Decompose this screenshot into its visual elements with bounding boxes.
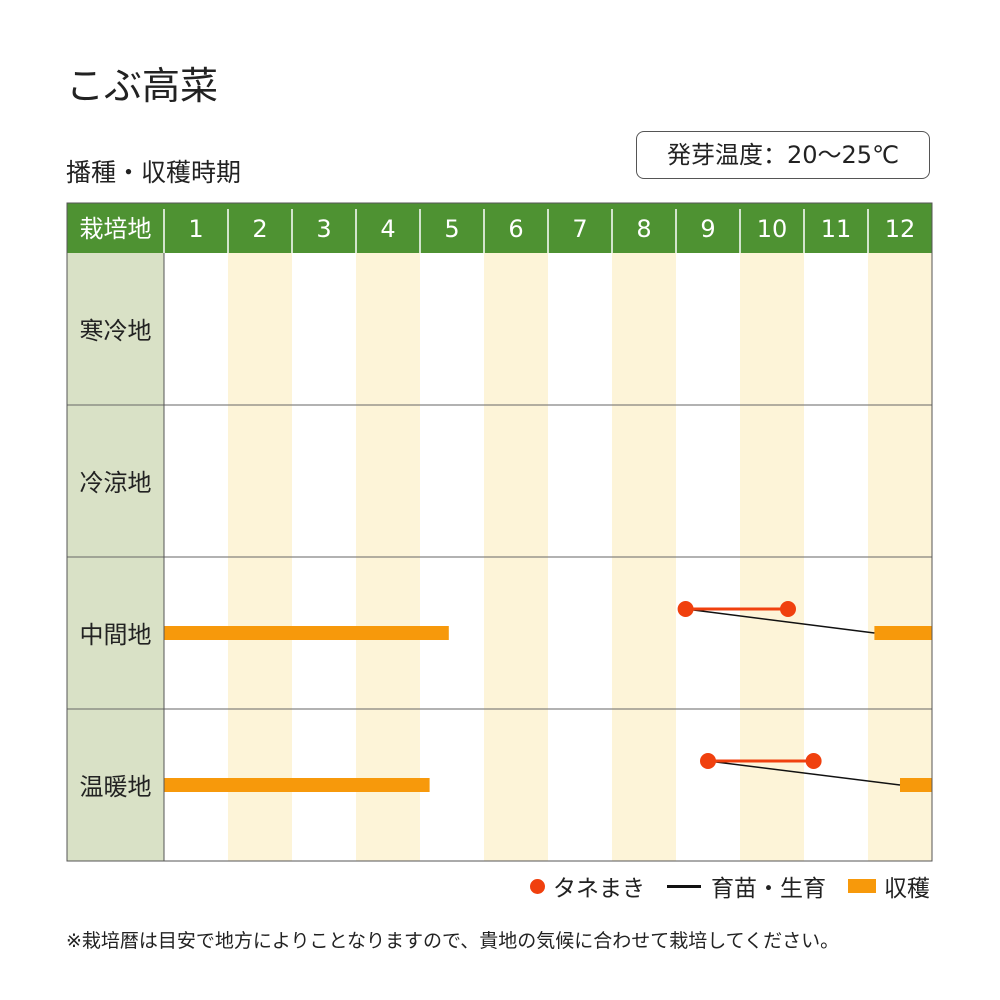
legend-item-sowing: タネまき [530, 869, 645, 903]
month-label-11: 11 [821, 215, 852, 243]
footnote: ※栽培暦は目安で地方によりことなりますので、貴地の気候に合わせて栽培してください… [66, 930, 840, 952]
sowing-start-point-4 [700, 753, 716, 769]
chart-subtitle: 播種・収穫時期 [66, 158, 242, 187]
month-label-9: 9 [700, 215, 715, 243]
month-label-7: 7 [572, 215, 587, 243]
month-label-8: 8 [636, 215, 651, 243]
month-label-6: 6 [508, 215, 523, 243]
legend-label-sowing: タネまき [553, 876, 645, 902]
header-row [67, 203, 932, 253]
growth-line-icon [667, 884, 701, 888]
row-header-label: 栽培地 [80, 215, 152, 243]
month-label-10: 10 [757, 215, 788, 243]
page-title: こぶ高菜 [66, 64, 219, 108]
legend-item-growth: 育苗・生育 [667, 869, 826, 903]
month-label-3: 3 [316, 215, 331, 243]
growth-line-3-1 [685, 608, 875, 634]
harvest-bar-3-2 [874, 626, 932, 640]
sowing-start-point-3 [677, 601, 694, 617]
legend-label-growth: 育苗・生育 [711, 876, 826, 902]
sowing-end-point-3 [780, 601, 796, 617]
region-label-1: 寒冷地 [80, 317, 152, 345]
month-label-1: 1 [188, 215, 203, 243]
chart-legend: タネまき 育苗・生育 収穫 [508, 870, 930, 902]
chart-frame [66, 202, 933, 862]
legend-item-harvest: 収穫 [848, 869, 930, 903]
sowing-marker-icon [530, 878, 545, 894]
harvest-bar-4-1 [164, 778, 430, 792]
month-label-2: 2 [252, 215, 267, 243]
month-label-12: 12 [885, 215, 916, 243]
region-label-4: 温暖地 [80, 773, 152, 801]
harvest-bar-4-2 [900, 778, 932, 792]
germination-temperature-badge: 発芽温度：20〜25℃ [636, 131, 930, 179]
harvest-bar-3-1 [164, 626, 449, 640]
region-label-2: 冷涼地 [80, 469, 152, 497]
legend-label-harvest: 収穫 [884, 876, 930, 902]
month-label-4: 4 [380, 215, 395, 243]
region-label-3: 中間地 [80, 621, 152, 649]
sowing-end-point-4 [805, 753, 822, 769]
month-label-5: 5 [444, 215, 459, 243]
harvest-bar-icon [848, 879, 876, 893]
growth-line-4-1 [707, 760, 901, 786]
